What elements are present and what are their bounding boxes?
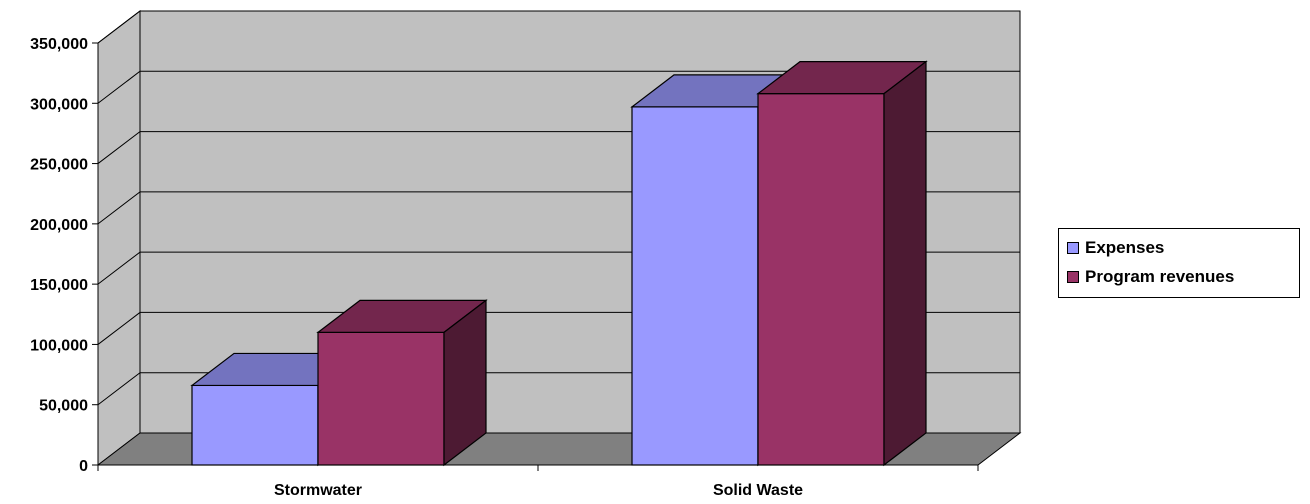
bar-front bbox=[757, 93, 885, 466]
y-tick-label: 0 bbox=[79, 458, 88, 475]
y-axis-tick-labels: 0 50,000 100,000 150,000 200,000 250,000 300,0… bbox=[30, 36, 88, 475]
legend-item-program-revenues: Program revenues bbox=[1067, 262, 1299, 291]
y-tick-label: 300,000 bbox=[30, 96, 88, 113]
side-wall bbox=[97, 9, 141, 467]
y-tick-label: 100,000 bbox=[30, 337, 88, 354]
y-tick-label: 150,000 bbox=[30, 277, 88, 294]
bar-side bbox=[883, 60, 927, 467]
bar-front bbox=[191, 384, 319, 466]
y-tick-label: 350,000 bbox=[30, 36, 88, 53]
legend-label-program-revenues: Program revenues bbox=[1085, 266, 1235, 286]
legend-swatch-program-revenues bbox=[1067, 270, 1079, 283]
bars bbox=[190, 60, 928, 467]
legend-label-expenses: Expenses bbox=[1085, 237, 1165, 257]
legend-item-expenses: Expenses bbox=[1067, 233, 1299, 262]
bar-program-revenues bbox=[316, 299, 488, 467]
bar-front bbox=[317, 331, 445, 466]
bar-program-revenues bbox=[756, 60, 928, 467]
y-tick-label: 50,000 bbox=[39, 398, 88, 415]
y-tick-label: 250,000 bbox=[30, 157, 88, 174]
gridline bbox=[97, 70, 1020, 104]
x-category-label: Stormwater bbox=[274, 482, 362, 499]
legend-swatch-expenses bbox=[1067, 241, 1079, 254]
x-axis-category-labels: Stormwater Solid Waste bbox=[274, 482, 803, 499]
x-category-label: Solid Waste bbox=[713, 482, 803, 499]
bar-side bbox=[443, 299, 487, 467]
y-tick-label: 200,000 bbox=[30, 217, 88, 234]
gridline bbox=[97, 10, 1020, 44]
legend: Expenses Program revenues bbox=[1058, 228, 1300, 298]
bar-front bbox=[631, 106, 759, 466]
